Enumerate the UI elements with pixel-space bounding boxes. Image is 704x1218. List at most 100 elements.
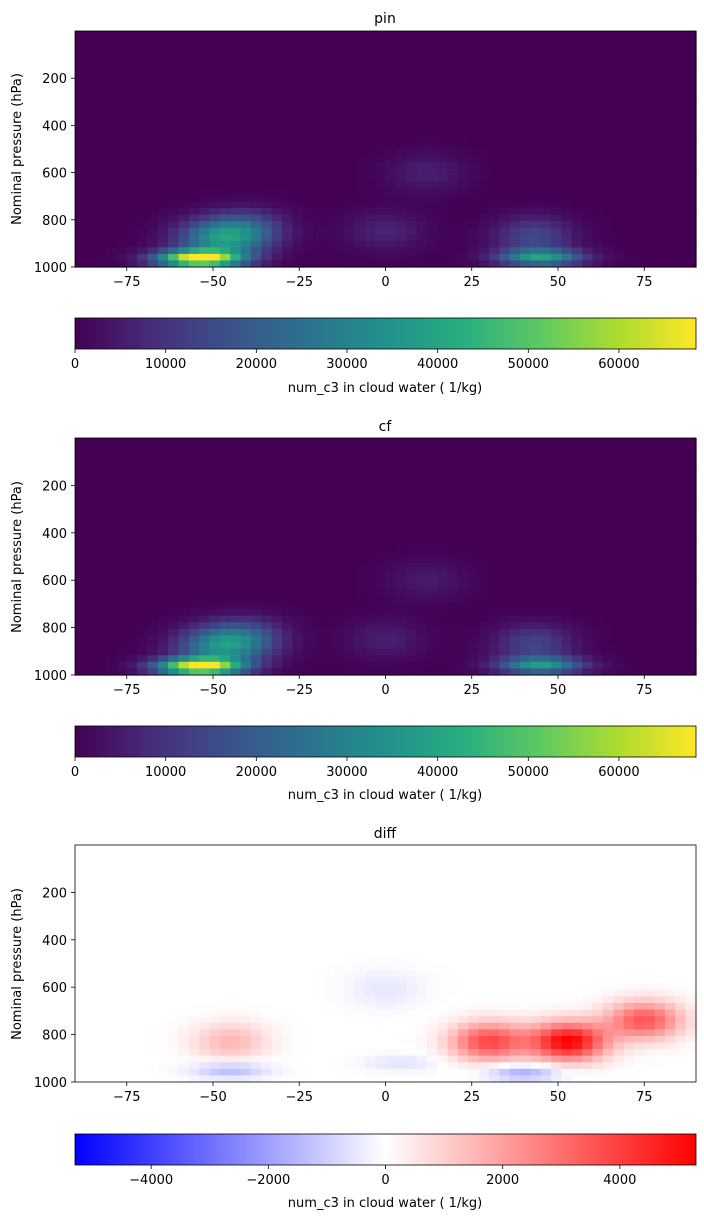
heatmap-cell xyxy=(230,497,242,505)
heatmap-cell xyxy=(344,142,356,150)
heatmap-cell xyxy=(509,438,521,446)
heatmap-cell xyxy=(499,457,511,465)
heatmap-cell xyxy=(178,536,190,544)
heatmap-cell xyxy=(157,162,169,170)
heatmap-cell xyxy=(602,129,614,137)
heatmap-cell xyxy=(95,109,107,117)
heatmap-cell xyxy=(95,201,107,209)
heatmap-cell xyxy=(250,227,262,235)
heatmap-cell xyxy=(106,549,117,558)
heatmap-cell xyxy=(157,155,169,163)
heatmap-cell xyxy=(168,260,180,268)
heatmap-cell xyxy=(426,602,438,610)
heatmap-cell xyxy=(219,96,231,104)
heatmap-cell xyxy=(147,989,159,998)
heatmap-cell xyxy=(375,457,387,465)
heatmap-cell xyxy=(457,510,469,518)
heatmap-cell xyxy=(364,247,376,255)
heatmap-cell xyxy=(406,221,418,229)
heatmap-cell xyxy=(157,596,169,604)
heatmap-cell xyxy=(178,90,190,98)
heatmap-cell xyxy=(654,83,666,91)
heatmap-cell xyxy=(106,622,117,630)
heatmap-cell xyxy=(323,523,335,531)
heatmap-cell xyxy=(106,1035,117,1044)
heatmap-cell xyxy=(375,648,387,656)
heatmap-cell xyxy=(364,214,376,222)
heatmap-cell xyxy=(106,510,117,518)
heatmap-cell xyxy=(219,90,231,98)
heatmap-cell xyxy=(437,576,449,584)
heatmap-cell xyxy=(540,96,552,104)
heatmap-cell xyxy=(520,188,531,196)
heatmap-cell xyxy=(540,464,552,472)
heatmap-cell xyxy=(592,530,604,538)
heatmap-cell xyxy=(75,438,86,446)
heatmap-cell xyxy=(664,57,676,65)
heatmap-cell xyxy=(447,517,459,525)
heatmap-cell xyxy=(199,181,211,189)
heatmap-cell xyxy=(147,589,159,597)
heatmap-cell xyxy=(468,628,480,637)
heatmap-cell xyxy=(457,188,469,196)
heatmap-cell xyxy=(188,563,200,571)
heatmap-cell xyxy=(199,444,211,452)
heatmap-cell xyxy=(623,615,635,623)
heatmap-cell xyxy=(323,602,335,610)
heatmap-cell xyxy=(664,149,676,157)
heatmap-cell xyxy=(199,37,211,45)
heatmap-cell xyxy=(199,76,211,85)
heatmap-cell xyxy=(685,609,697,617)
heatmap-cell xyxy=(644,76,656,85)
heatmap-cell xyxy=(426,642,438,650)
heatmap-cell xyxy=(137,451,149,459)
heatmap-cell xyxy=(385,642,397,650)
heatmap-cell xyxy=(85,135,97,144)
heatmap-cell xyxy=(644,122,656,130)
heatmap-cell xyxy=(395,240,407,248)
heatmap-cell xyxy=(240,563,252,571)
heatmap-cell xyxy=(582,116,594,124)
heatmap-cell xyxy=(209,910,221,919)
heatmap-cell xyxy=(447,208,459,216)
heatmap-cell xyxy=(457,497,469,505)
heatmap-cell xyxy=(478,122,490,130)
heatmap-cell xyxy=(426,208,438,216)
heatmap-cell xyxy=(509,668,521,676)
heatmap-cell xyxy=(292,477,304,485)
heatmap-cell xyxy=(333,50,345,58)
heatmap-cell xyxy=(364,582,376,591)
heatmap-cell xyxy=(685,530,697,538)
heatmap-cell xyxy=(178,851,190,859)
heatmap-cell xyxy=(416,609,428,617)
heatmap-cell xyxy=(633,589,645,597)
heatmap-cell xyxy=(582,44,594,52)
heatmap-cell xyxy=(126,510,138,518)
heatmap-cell xyxy=(230,57,242,65)
heatmap-cell xyxy=(137,983,149,991)
heatmap-cell xyxy=(219,884,231,892)
heatmap-cell xyxy=(126,96,138,104)
heatmap-cell xyxy=(168,221,180,229)
heatmap-cell xyxy=(75,70,86,78)
heatmap-cell xyxy=(644,648,656,656)
heatmap-cell xyxy=(106,444,117,452)
heatmap-cell xyxy=(147,943,159,951)
heatmap-cell xyxy=(157,129,169,137)
heatmap-cell xyxy=(333,569,345,577)
heatmap-cell xyxy=(530,668,542,676)
y-tick-label: 200 xyxy=(42,479,67,494)
heatmap-cell xyxy=(406,628,418,637)
heatmap-cell xyxy=(644,451,656,459)
heatmap-cell xyxy=(478,556,490,564)
heatmap-cell xyxy=(178,175,190,183)
heatmap-cell xyxy=(313,596,324,604)
heatmap-cell xyxy=(85,517,97,525)
heatmap-cell xyxy=(168,569,180,577)
heatmap-cell xyxy=(271,668,283,676)
heatmap-cell xyxy=(147,37,159,45)
heatmap-cell xyxy=(219,129,231,137)
heatmap-cell xyxy=(126,622,138,630)
heatmap-cell xyxy=(675,63,687,71)
heatmap-cell xyxy=(106,635,117,643)
